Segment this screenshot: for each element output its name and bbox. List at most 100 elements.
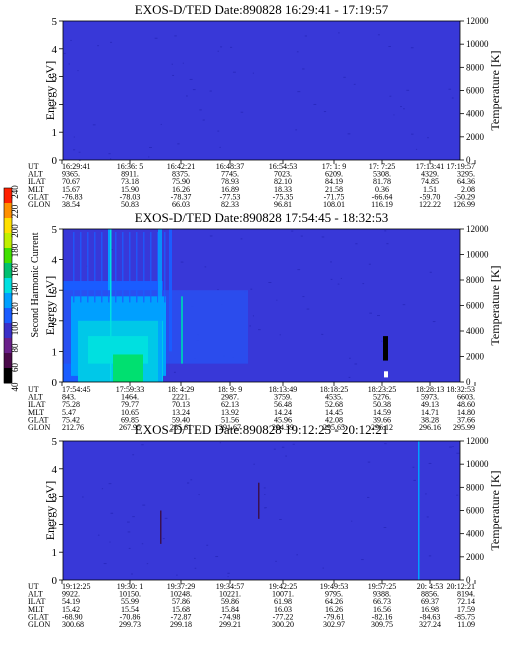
colorbar-tick-label: 140 — [10, 282, 20, 296]
table-cell: 50.83 — [121, 200, 139, 209]
y2-tick-label: 8000 — [466, 275, 485, 285]
table-cell: -50.29 — [454, 192, 475, 201]
y2-tick-label: 8000 — [466, 482, 485, 492]
noise-speck — [295, 129, 298, 131]
colorbar-tick-label: 240 — [10, 185, 20, 199]
y-tick-label: 1 — [52, 547, 58, 559]
table-cell: 122.22 — [419, 200, 441, 209]
noise-speck — [110, 512, 114, 514]
colorbar: 40 60 80 100 120 140 160 180 200 220 240 Second Har… — [3, 185, 41, 392]
table-cell: -59.70 — [420, 192, 441, 201]
noise-speck — [411, 133, 414, 135]
table-cell: 2987. — [221, 393, 239, 402]
y-tick-label: 0 — [52, 575, 58, 587]
colorbar-swatch — [4, 218, 12, 234]
noise-speck — [306, 308, 310, 310]
table-cell: 75.28 — [62, 400, 80, 409]
table-cell: 21.58 — [325, 185, 343, 194]
table-cell: 9365. — [62, 170, 80, 179]
noise-speck — [186, 482, 190, 484]
table-cell: 327.24 — [419, 620, 441, 629]
colorbar-swatch — [4, 293, 12, 309]
colorbar-tick-label: 180 — [10, 243, 20, 257]
noise-speck — [415, 148, 418, 150]
table-cell: 57.86 — [172, 597, 190, 606]
noise-speck — [296, 51, 299, 53]
noise-speck — [192, 89, 196, 91]
table-row-label: ALT — [28, 393, 43, 402]
noise-speck — [73, 136, 75, 138]
table-cell: 84.19 — [325, 177, 343, 186]
table-cell: 15.42 — [62, 605, 80, 614]
noise-speck — [142, 504, 146, 506]
table-cell: 16.03 — [274, 605, 292, 614]
table-cell: 59.86 — [221, 597, 239, 606]
table-cell: 6209. — [325, 170, 343, 179]
noise-speck — [410, 47, 414, 49]
noise-speck — [302, 68, 305, 70]
noise-speck — [448, 88, 452, 90]
table-cell: 16:54:53 — [269, 162, 297, 171]
y2-tick-label: 4000 — [466, 109, 485, 119]
y2-tick-label: 0 — [466, 155, 471, 165]
noise-speck — [172, 74, 175, 76]
y-tick-label: 2 — [52, 316, 58, 328]
noise-speck — [321, 333, 324, 335]
noise-speck — [451, 97, 454, 99]
noise-speck — [103, 563, 107, 565]
noise-speck — [297, 269, 301, 271]
table-cell: 300.68 — [62, 620, 84, 629]
table-cell: 15.67 — [62, 185, 80, 194]
noise-speck — [383, 527, 387, 529]
table-cell: 19:30: 1 — [117, 582, 143, 591]
table-cell: 19:37:29 — [167, 582, 195, 591]
table-cell: 6603. — [457, 393, 475, 402]
colorbar-swatch — [4, 263, 12, 279]
table-cell: 126.99 — [453, 200, 475, 209]
noise-speck — [406, 89, 410, 91]
panel-background — [63, 441, 460, 580]
table-row-label: GLON — [28, 620, 50, 629]
noise-speck — [338, 32, 340, 34]
colorbar-tick-label: 60 — [10, 363, 20, 373]
table-cell: 295.99 — [453, 423, 475, 432]
noise-speck — [110, 41, 113, 43]
noise-speck — [384, 443, 387, 445]
noise-speck — [176, 574, 178, 576]
vertical-streak — [181, 296, 183, 364]
noise-speck — [276, 299, 278, 301]
table-cell: 108.01 — [323, 200, 345, 209]
panels: EXOS-D/TED Date:890828 16:29:41 - 17:19:… — [28, 2, 502, 629]
y2-tick-label: 12000 — [466, 16, 489, 26]
noise-speck — [427, 137, 429, 139]
table-cell: 17: 7:25 — [369, 162, 395, 171]
y-tick-label: 0 — [52, 155, 58, 167]
vertical-streak — [160, 510, 162, 544]
table-cell: 19:57:25 — [368, 582, 396, 591]
table-row-label: ILAT — [28, 400, 45, 409]
table-cell: 16:29:41 — [62, 162, 90, 171]
noise-speck — [202, 119, 205, 121]
noise-speck — [132, 516, 135, 518]
table-cell: 14.80 — [457, 408, 475, 417]
table-cell: 9922. — [62, 590, 80, 599]
table-cell: 14.24 — [274, 408, 292, 417]
noise-speck — [353, 83, 356, 85]
table-row-label: GLON — [28, 200, 50, 209]
table-cell: 295.65 — [323, 423, 345, 432]
y2-tick-label: 0 — [466, 377, 471, 387]
vertical-streak — [101, 232, 103, 303]
table-cell: -82.16 — [372, 612, 393, 621]
noise-speck — [343, 76, 346, 78]
vertical-streak — [136, 232, 138, 303]
y-axis-label: Energy [eV] — [43, 481, 57, 540]
noise-speck — [215, 556, 219, 558]
colorbar-swatch — [4, 203, 12, 219]
noise-speck — [232, 71, 236, 73]
table-cell: 3759. — [274, 393, 292, 402]
table-cell: 0.36 — [375, 185, 389, 194]
noise-speck — [249, 325, 251, 327]
noise-speck — [402, 304, 406, 306]
table-cell: -78.37 — [171, 192, 192, 201]
table-row-label: UT — [28, 162, 39, 171]
